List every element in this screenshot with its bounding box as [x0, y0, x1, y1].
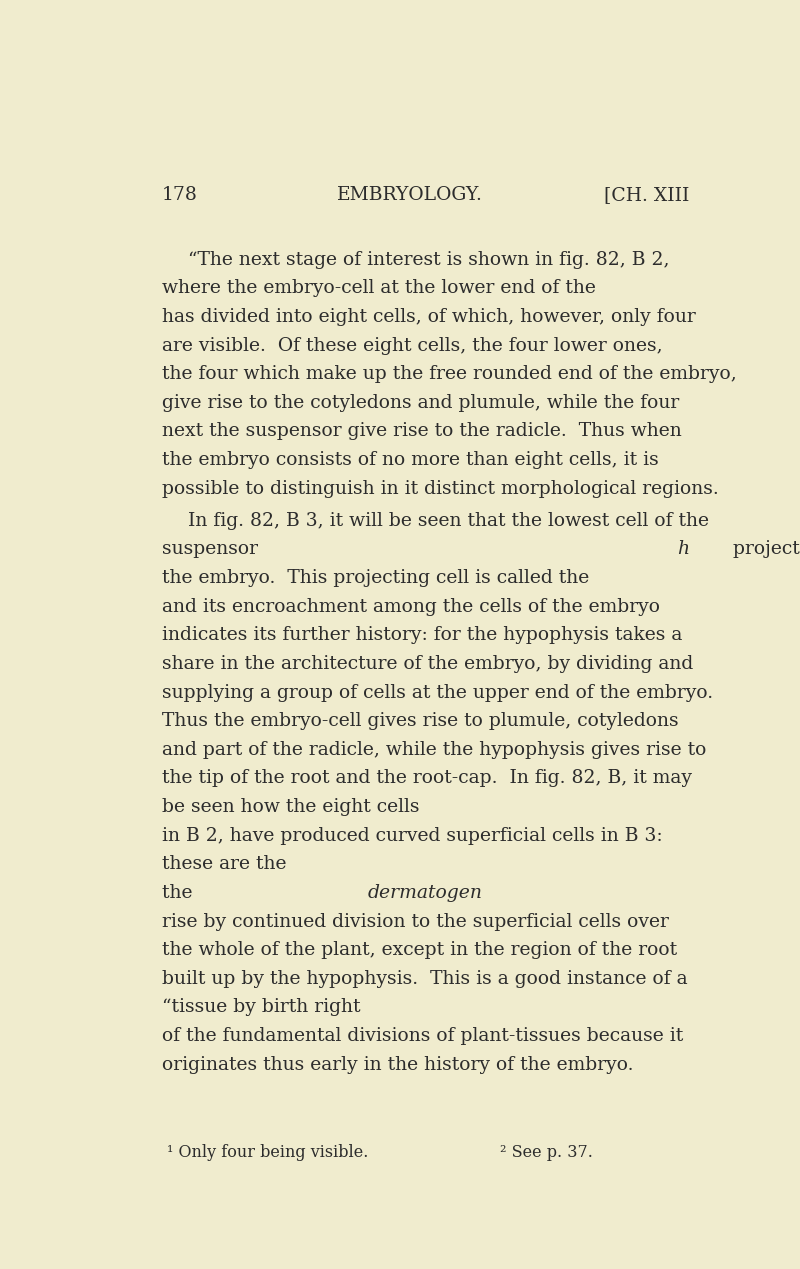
Text: the four which make up the free rounded end of the embryo,: the four which make up the free rounded …	[162, 365, 737, 383]
Text: are visible.  Of these eight cells, the four lower ones,: are visible. Of these eight cells, the f…	[162, 336, 669, 354]
Text: the embryo.  This projecting cell is called the: the embryo. This projecting cell is call…	[162, 569, 595, 588]
Text: “tissue by birth right: “tissue by birth right	[162, 999, 361, 1016]
Text: and its encroachment among the cells of the embryo: and its encroachment among the cells of …	[162, 598, 660, 615]
Text: supplying a group of cells at the upper end of the embryo.: supplying a group of cells at the upper …	[162, 684, 713, 702]
Text: possible to distinguish in it distinct morphological regions.: possible to distinguish in it distinct m…	[162, 480, 718, 497]
Text: give rise to the cotyledons and plumule, while the four: give rise to the cotyledons and plumule,…	[162, 393, 679, 412]
Text: Thus the embryo-cell gives rise to plumule, cotyledons: Thus the embryo-cell gives rise to plumu…	[162, 712, 678, 730]
Text: ¹ Only four being visible.: ¹ Only four being visible.	[166, 1145, 368, 1161]
Text: rise by continued division to the superficial cells over: rise by continued division to the superf…	[162, 912, 669, 930]
Text: in B 2, have produced curved superficial cells in B 3:: in B 2, have produced curved superficial…	[162, 826, 662, 845]
Text: share in the architecture of the embryo, by dividing and: share in the architecture of the embryo,…	[162, 655, 694, 673]
Text: the tip of the root and the root-cap.  In fig. 82, B, it may: the tip of the root and the root-cap. In…	[162, 769, 692, 788]
Text: next the suspensor give rise to the radicle.  Thus when: next the suspensor give rise to the radi…	[162, 423, 682, 440]
Text: indicates its further history: for the hypophysis takes a: indicates its further history: for the h…	[162, 627, 682, 645]
Text: ² See p. 37.: ² See p. 37.	[500, 1145, 593, 1161]
Text: projects slightly into the spherical body of: projects slightly into the spherical bod…	[727, 541, 800, 558]
Text: and part of the radicle, while the hypophysis gives rise to: and part of the radicle, while the hypop…	[162, 741, 706, 759]
Text: these are the: these are the	[162, 855, 293, 873]
Text: “The next stage of interest is shown in fig. 82, B 2,: “The next stage of interest is shown in …	[188, 251, 670, 269]
Text: dermatogen: dermatogen	[368, 884, 483, 902]
Text: h: h	[677, 541, 689, 558]
Text: has divided into eight cells, of which, however, only four: has divided into eight cells, of which, …	[162, 308, 696, 326]
Text: the whole of the plant, except in the region of the root: the whole of the plant, except in the re…	[162, 942, 677, 959]
Text: [CH. XIII: [CH. XIII	[604, 187, 689, 204]
Text: built up by the hypophysis.  This is a good instance of a: built up by the hypophysis. This is a go…	[162, 970, 688, 987]
Text: of the fundamental divisions of plant-tissues because it: of the fundamental divisions of plant-ti…	[162, 1027, 683, 1046]
Text: the embryo consists of no more than eight cells, it is: the embryo consists of no more than eigh…	[162, 450, 658, 470]
Text: where the embryo-cell at the lower end of the: where the embryo-cell at the lower end o…	[162, 279, 602, 297]
Text: suspensor: suspensor	[162, 541, 264, 558]
Text: In fig. 82, B 3, it will be seen that the lowest cell of the: In fig. 82, B 3, it will be seen that th…	[188, 511, 709, 529]
Text: be seen how the eight cells: be seen how the eight cells	[162, 798, 419, 816]
Text: the: the	[162, 884, 198, 902]
Text: 178: 178	[162, 187, 198, 204]
Text: EMBRYOLOGY.: EMBRYOLOGY.	[337, 187, 483, 204]
Text: originates thus early in the history of the embryo.: originates thus early in the history of …	[162, 1056, 634, 1074]
